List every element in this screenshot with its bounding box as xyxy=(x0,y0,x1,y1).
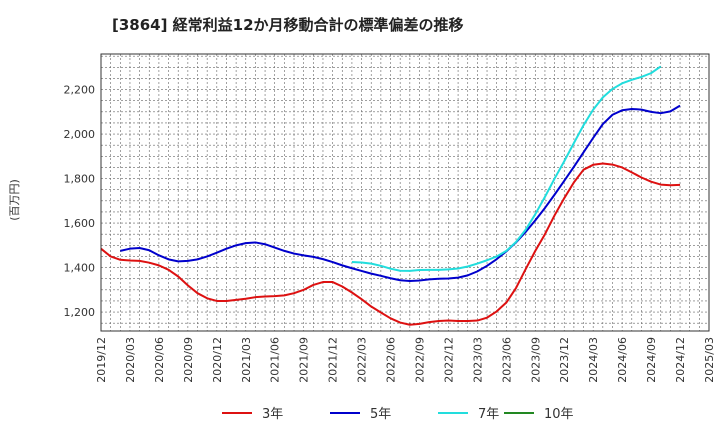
y-axis-label: (百万円) xyxy=(8,179,21,221)
grid xyxy=(101,54,709,331)
series-line-3年 xyxy=(100,162,681,326)
x-tick-label: 2023/12 xyxy=(558,337,571,383)
y-tick-label: 1,200 xyxy=(64,306,96,319)
legend-label: 10年 xyxy=(544,407,574,422)
x-tick-label: 2020/09 xyxy=(182,337,195,383)
x-tick-label: 2022/12 xyxy=(442,337,455,383)
legend-label: 3年 xyxy=(262,407,283,422)
x-tick-label: 2021/03 xyxy=(240,337,253,383)
x-tick-label: 2020/06 xyxy=(153,337,166,383)
x-tick-label: 2020/12 xyxy=(211,337,224,383)
series-line-7年 xyxy=(351,65,662,272)
series-line-5年 xyxy=(120,104,681,282)
y-tick-label: 2,000 xyxy=(64,128,96,141)
x-tick-label: 2023/03 xyxy=(471,337,484,383)
legend-label: 7年 xyxy=(478,407,499,422)
x-tick-label: 2024/06 xyxy=(616,337,629,383)
x-tick-label: 2024/03 xyxy=(587,337,600,383)
x-tick-label: 2022/09 xyxy=(413,337,426,383)
x-tick-label: 2021/09 xyxy=(298,337,311,383)
x-ticks: 2019/12 2020/03 2020/06 2020/09 2020/12 2021/… xyxy=(95,337,716,383)
legend-label: 5年 xyxy=(370,407,391,422)
y-tick-label: 1,600 xyxy=(64,217,96,230)
x-tick-label: 2021/06 xyxy=(269,337,282,383)
x-tick-label: 2024/12 xyxy=(674,337,687,383)
x-tick-label: 2023/06 xyxy=(500,337,513,383)
x-tick-label: 2022/06 xyxy=(385,337,398,383)
x-tick-label: 2024/09 xyxy=(645,337,658,383)
plot-frame xyxy=(100,53,710,332)
y-tick-label: 1,400 xyxy=(64,262,96,275)
x-tick-label: 2025/03 xyxy=(703,337,716,383)
legend: 3年 5年 7年 10年 xyxy=(222,407,574,422)
x-tick-label: 2021/12 xyxy=(327,337,340,383)
x-tick-label: 2023/09 xyxy=(529,337,542,383)
x-tick-label: 2022/03 xyxy=(356,337,369,383)
y-tick-label: 2,200 xyxy=(64,84,96,97)
chart-title: [3864] 経常利益12か月移動合計の標準偏差の推移 xyxy=(112,16,464,34)
series-lines xyxy=(100,65,681,326)
y-tick-label: 1,800 xyxy=(64,173,96,186)
x-tick-label: 2020/03 xyxy=(124,337,137,383)
x-tick-label: 2019/12 xyxy=(95,337,108,383)
y-ticks: 1,200 1,400 1,600 1,800 2,000 2,200 xyxy=(64,84,96,319)
